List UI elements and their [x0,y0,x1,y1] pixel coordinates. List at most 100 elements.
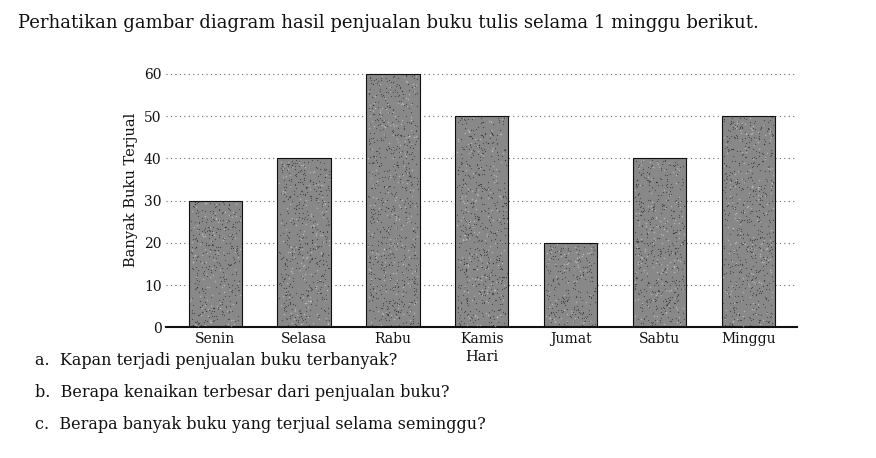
Point [293,312,307,320]
Point [733,265,747,272]
Point [660,196,674,204]
Point [381,251,395,258]
Point [671,292,685,299]
Point [187,258,201,265]
Point [634,172,648,179]
Point [363,85,377,93]
Point [215,299,229,306]
Point [315,208,329,215]
Point [560,267,574,274]
Point [207,246,221,253]
Point [460,294,474,301]
Point [484,286,498,293]
Point [762,279,776,287]
Point [378,271,392,278]
Point [732,196,746,203]
Point [466,202,480,210]
Point [638,260,652,267]
Point [386,161,400,169]
Point [364,185,378,192]
Point [762,285,776,292]
Point [650,256,664,263]
Point [282,275,296,282]
Point [286,214,300,222]
Point [486,145,500,152]
Point [295,243,309,251]
Point [385,190,399,197]
Point [208,251,222,258]
Point [657,166,671,174]
Point [635,255,649,262]
Point [400,176,414,184]
Point [208,216,222,223]
Point [541,255,555,262]
Point [224,316,238,324]
Point [640,241,654,248]
Point [647,241,661,248]
Point [655,268,669,275]
Point [286,162,300,169]
Point [460,296,474,304]
Point [315,191,329,199]
Point [218,275,232,282]
Point [576,268,590,275]
Point [308,282,322,289]
Point [756,151,770,158]
Point [667,168,681,175]
Point [309,194,323,202]
Point [294,318,308,326]
Point [452,181,466,189]
Point [208,232,222,239]
Point [760,210,774,218]
Point [374,76,388,83]
Point [402,151,416,158]
Point [627,283,641,290]
Point [733,221,747,228]
Point [746,186,760,193]
Point [762,230,776,237]
Point [752,251,766,258]
Point [316,213,330,221]
Point [391,283,405,290]
Point [485,300,499,307]
Point [204,238,218,245]
Point [653,304,668,311]
Point [403,172,417,179]
Point [765,310,779,317]
Point [472,236,486,244]
Point [477,207,491,214]
Point [466,224,480,231]
Point [282,234,296,242]
Point [630,205,644,212]
Point [490,275,504,283]
Point [492,311,506,318]
Point [732,159,746,167]
Point [583,311,597,318]
Point [456,145,470,153]
Point [721,126,735,133]
Point [752,218,766,225]
Point [183,304,197,311]
Point [666,161,680,169]
Point [665,277,679,284]
Point [217,225,231,233]
Point [634,289,648,296]
Point [472,142,486,149]
Point [661,242,675,250]
Point [658,277,672,284]
Point [451,138,465,145]
Point [640,229,654,236]
Point [316,198,330,206]
Point [451,284,465,291]
Point [286,274,300,282]
Point [390,161,404,169]
Point [463,316,477,324]
Point [746,142,760,149]
Point [640,168,654,175]
Point [222,217,236,224]
Point [321,252,336,259]
Point [370,225,384,232]
Point [558,273,572,281]
Point [456,145,470,153]
Point [471,281,485,288]
